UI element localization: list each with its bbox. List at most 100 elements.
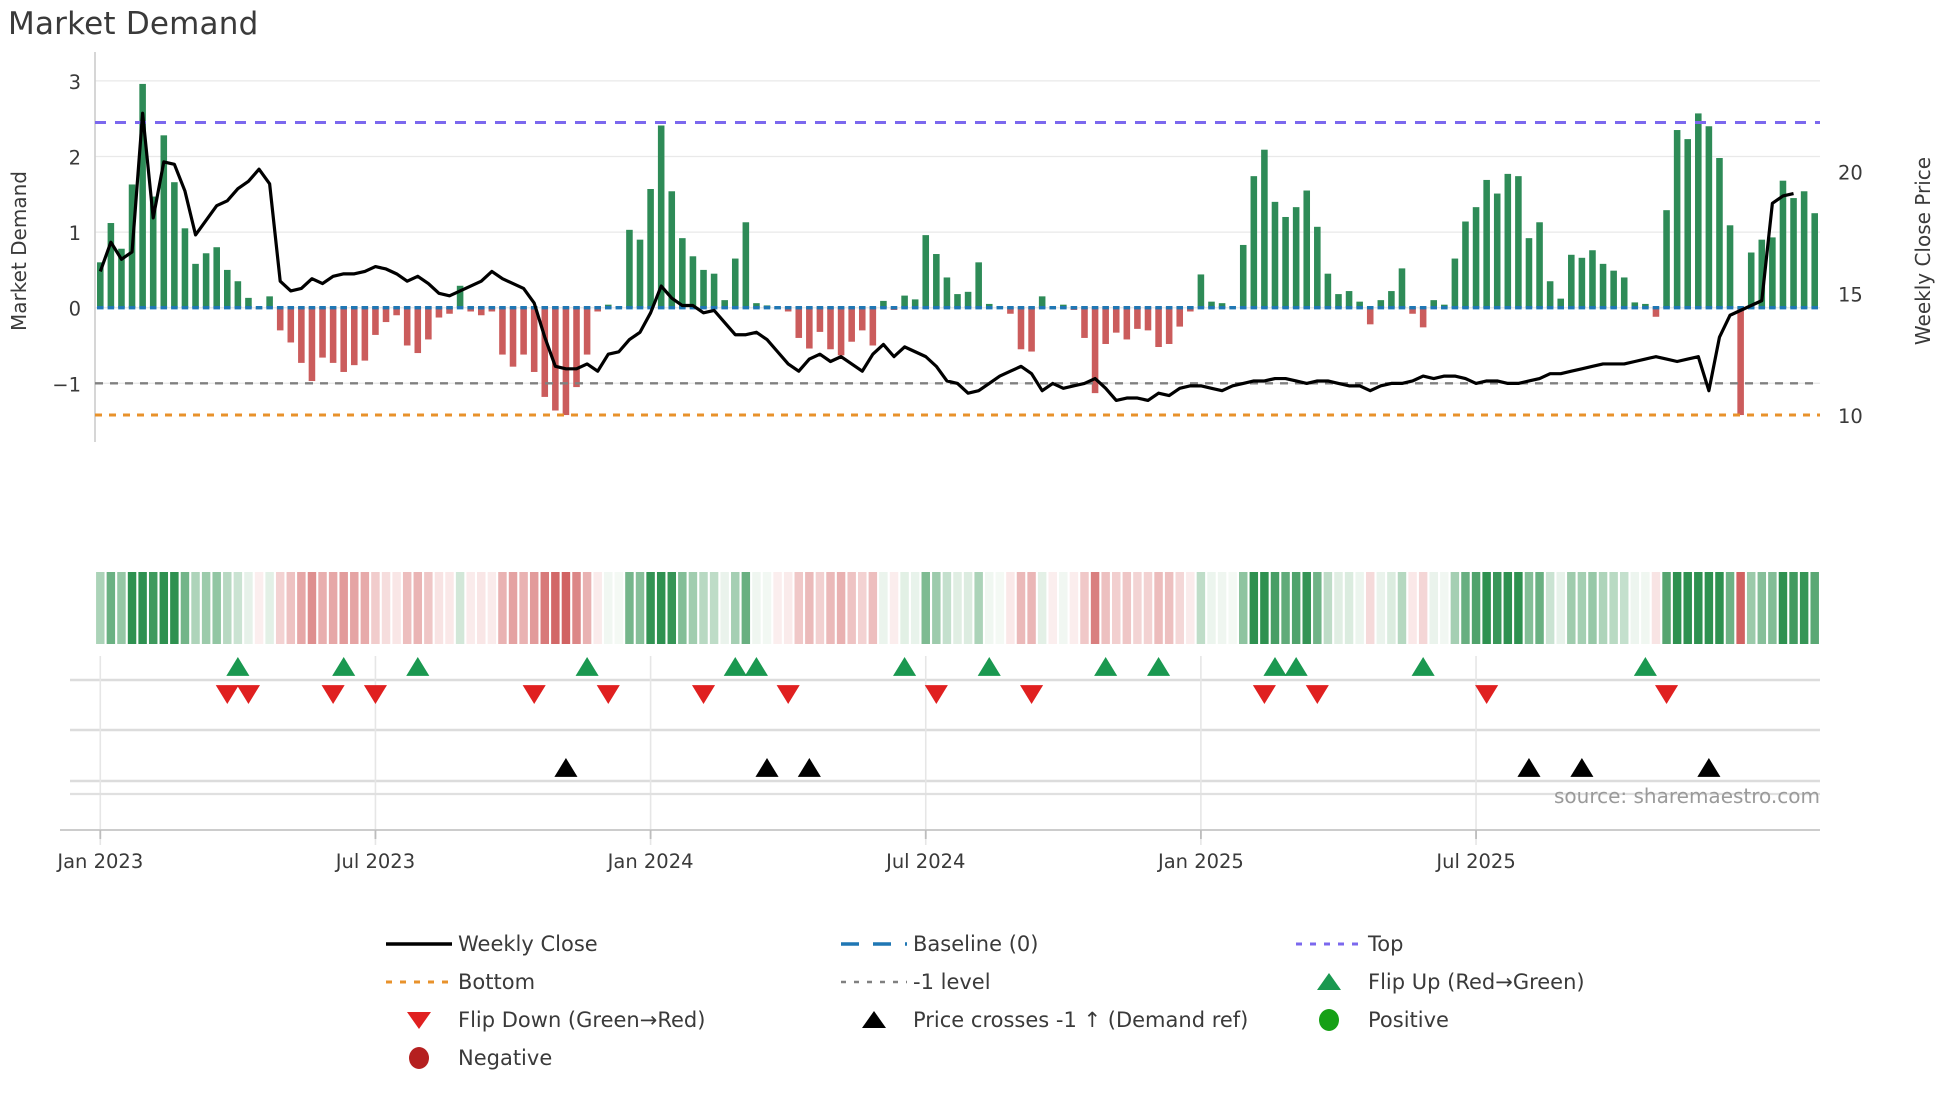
heatmap-cell (1112, 572, 1121, 644)
legend-item[interactable]: -1 level (835, 963, 1290, 1001)
legend-item[interactable]: Flip Down (Green→Red) (380, 1001, 835, 1039)
price-cross-marker (1570, 758, 1594, 777)
heatmap-cell (254, 572, 264, 644)
demand-bar (626, 229, 633, 308)
demand-bar (721, 300, 728, 308)
demand-bar (1430, 300, 1438, 308)
demand-bar (382, 307, 390, 323)
y-axis-label-right: Weekly Close Price (1911, 157, 1935, 345)
demand-bar (700, 269, 707, 308)
demand-bar (1451, 258, 1459, 308)
heatmap-cell (1302, 572, 1311, 644)
demand-bar (149, 196, 157, 308)
heatmap-cell (360, 572, 370, 644)
demand-bar (1028, 307, 1035, 352)
legend-row: Weekly Close Baseline (0) Top (380, 925, 1730, 963)
legend-key (380, 967, 458, 997)
heatmap-cell (1418, 572, 1428, 644)
legend-item[interactable]: Baseline (0) (835, 925, 1290, 963)
demand-bar (742, 222, 750, 308)
heatmap-cell (1609, 572, 1618, 644)
demand-bar (1589, 250, 1596, 308)
demand-bar (340, 307, 347, 372)
heatmap-cell (773, 572, 782, 644)
heatmap-cell (402, 572, 412, 644)
demand-bar (1007, 307, 1014, 314)
demand-bar (1462, 221, 1469, 308)
demand-bar (1282, 216, 1289, 308)
heatmap-cell (1524, 572, 1534, 644)
heatmap-cell (1778, 572, 1788, 644)
heatmap-cell (1672, 572, 1682, 644)
legend-item[interactable]: Positive (1290, 1001, 1730, 1039)
heatmap-cell (826, 572, 835, 644)
heatmap-cell (1619, 572, 1629, 644)
heatmap-cell (1545, 572, 1555, 644)
heatmap-cell (508, 572, 518, 644)
heatmap-cell (223, 572, 232, 644)
demand-bar (816, 307, 824, 332)
demand-bar (1271, 201, 1279, 308)
demand-bar (583, 307, 591, 355)
demand-bar (1779, 180, 1787, 308)
flip-down-marker (363, 685, 387, 704)
legend-item[interactable]: Negative (380, 1039, 835, 1077)
flip-up-marker (1147, 657, 1171, 676)
demand-bar (139, 83, 146, 308)
heatmap-cell (1196, 572, 1206, 644)
flip-down-marker (522, 685, 546, 704)
flip-down-marker (236, 685, 261, 704)
legend-label: -1 level (913, 970, 991, 994)
demand-bar (107, 223, 115, 308)
solid-line-black-icon (386, 942, 452, 946)
demand-bar (1197, 274, 1205, 308)
heatmap-cell (1207, 572, 1216, 644)
heatmap-cell (201, 572, 211, 644)
heatmap-cell (1069, 572, 1079, 644)
legend-item[interactable]: Weekly Close (380, 925, 835, 963)
heatmap-cell (1344, 572, 1354, 644)
demand-bar (1472, 207, 1480, 308)
demand-bar (1769, 237, 1776, 308)
demand-bar (488, 307, 496, 312)
heatmap-cell (1471, 572, 1481, 644)
heatmap-cell (847, 572, 856, 644)
demand-bar (679, 238, 686, 308)
flip-up-marker (332, 657, 356, 676)
legend-item[interactable]: Price crosses -1 ↑ (Demand ref) (835, 1001, 1290, 1039)
demand-bar (647, 189, 654, 308)
flip-up-marker (1094, 657, 1118, 676)
legend-item[interactable]: Top (1290, 925, 1730, 963)
flip-down-marker (776, 685, 800, 704)
heatmap-cell (540, 572, 550, 644)
heatmap-cell (455, 572, 465, 644)
demand-bar (880, 300, 887, 308)
heatmap-cell (1492, 572, 1502, 644)
heatmap-cell (1556, 572, 1565, 644)
demand-bar (657, 125, 665, 308)
heatmap-cell (1651, 572, 1661, 644)
legend-item[interactable]: Bottom (380, 963, 835, 1001)
triangle-up-green-icon (1317, 973, 1341, 990)
legend-key (835, 929, 913, 959)
legend-key (380, 929, 458, 959)
demand-bar (1525, 238, 1533, 308)
heatmap-cell (1143, 572, 1153, 644)
demand-bar (181, 228, 189, 308)
heatmap-cell (614, 572, 624, 644)
demand-bar (298, 307, 305, 363)
heatmap-cell (1376, 572, 1386, 644)
demand-bar (753, 303, 760, 308)
heatmap-cell (498, 572, 507, 644)
demand-bar (1737, 307, 1744, 416)
y-axis-label-left: Market Demand (7, 171, 31, 331)
legend-item[interactable]: Flip Up (Red→Green) (1290, 963, 1730, 1001)
heatmap-cell (1291, 572, 1301, 644)
demand-bar (985, 303, 993, 308)
demand-bar (372, 307, 379, 335)
demand-bar (361, 307, 369, 361)
heatmap-cell (371, 572, 380, 644)
flip-down-marker (1654, 685, 1679, 704)
heatmap-cell (635, 572, 645, 644)
demand-bar (710, 273, 718, 308)
